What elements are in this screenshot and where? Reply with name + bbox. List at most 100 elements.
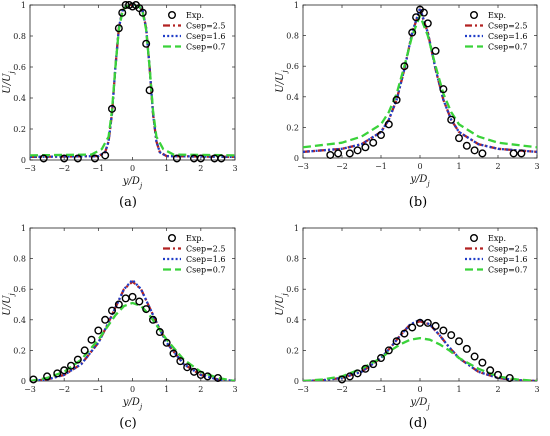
data-point-exp: [183, 363, 192, 372]
x-tick-label: −1: [92, 164, 104, 173]
data-point-exp: [172, 154, 181, 163]
x-tick-label: 3: [232, 164, 237, 173]
data-point-exp: [412, 13, 421, 22]
data-point-exp: [114, 300, 123, 309]
y-tick-label: 0: [21, 156, 26, 165]
x-tick-label: 2: [495, 385, 500, 394]
data-point-exp: [60, 366, 69, 375]
data-point-exp: [107, 104, 116, 113]
x-tick-label: 3: [534, 162, 539, 171]
data-point-exp: [118, 8, 127, 17]
series-line-csep-2-5: [30, 280, 235, 381]
data-point-exp: [400, 62, 409, 71]
data-point-exp: [423, 318, 432, 327]
data-point-exp: [478, 358, 487, 367]
legend-label: Csep=1.6: [186, 255, 226, 264]
series-line-csep-1-6: [303, 318, 537, 381]
x-tick-label: 3: [534, 385, 539, 394]
data-point-exp: [419, 8, 428, 17]
series-line-csep-0-7: [303, 14, 537, 149]
x-tick-label: −2: [58, 385, 70, 394]
y-tick-label: 0.6: [13, 63, 26, 72]
data-point-exp: [439, 326, 448, 335]
y-tick-label: 0: [294, 154, 299, 163]
legend-label: Csep=0.7: [488, 266, 528, 275]
data-point-exp: [135, 297, 144, 306]
data-point-exp: [53, 369, 62, 378]
data-point-exp: [196, 154, 205, 163]
data-point-exp: [408, 28, 417, 37]
x-tick-label: −3: [24, 164, 36, 173]
series-line-csep-2-5: [303, 320, 537, 381]
data-point-exp: [509, 149, 518, 158]
y-tick-label: 0.6: [286, 285, 299, 294]
data-point-exp: [361, 364, 370, 373]
data-point-exp: [66, 361, 75, 370]
x-tick-label: 0: [130, 385, 135, 394]
data-point-exp: [142, 39, 151, 48]
y-tick-label: 0.4: [286, 93, 299, 102]
x-tick-label: 2: [198, 385, 203, 394]
data-point-exp: [505, 373, 514, 382]
panel-label: (c): [119, 416, 136, 431]
data-point-exp: [90, 154, 99, 163]
y-tick-label: 0.4: [13, 94, 26, 103]
y-tick-label: 0.8: [13, 255, 26, 264]
data-point-exp: [148, 315, 157, 324]
legend-label: Exp.: [488, 11, 506, 20]
series-line-csep-0-7: [30, 301, 235, 381]
data-point-exp: [73, 154, 82, 163]
data-point-exp: [345, 372, 354, 381]
x-tick-label: −1: [375, 162, 387, 171]
data-point-exp: [114, 24, 123, 33]
data-point-exp: [338, 375, 347, 384]
data-point-exp: [73, 355, 82, 364]
y-axis-label: U/Uj: [275, 292, 289, 315]
y-tick-label: 0: [21, 377, 26, 386]
chart-panel-c: −3 −2 −1 0 1 2 3 0 0.2 0.4 0.6 0.8 1 y/Dj U/Uj Exp. Csep…: [2, 224, 238, 431]
legend-label: Csep=0.7: [186, 266, 226, 275]
y-tick-label: 0.2: [13, 125, 26, 134]
data-point-exp: [416, 318, 425, 327]
data-point-exp: [455, 134, 464, 143]
data-point-exp: [447, 115, 456, 124]
legend-marker-exp: [470, 10, 479, 19]
x-tick-label: −3: [297, 162, 309, 171]
y-axis-label: U/Uj: [2, 292, 16, 315]
data-point-exp: [189, 367, 198, 376]
data-point-exp: [169, 349, 178, 358]
x-tick-label: 1: [164, 385, 169, 394]
legend-label: Csep=0.7: [186, 43, 226, 52]
legend-label: Exp.: [186, 234, 204, 243]
data-point-exp: [162, 338, 171, 347]
data-point-exp: [138, 8, 147, 17]
data-point-exp: [87, 335, 96, 344]
y-axis-label: U/Uj: [2, 70, 16, 93]
y-tick-label: 1: [294, 224, 299, 233]
data-point-exp: [455, 337, 464, 346]
data-point-exp: [80, 346, 89, 355]
chart-panel-a: −3 −2 −1 0 1 2 3 0 0.2 0.4 0.6 0.8 1 y/Dj U/Uj Exp. Csep…: [2, 1, 238, 210]
y-axis-label: U/Uj: [275, 69, 289, 92]
data-point-exp: [101, 315, 110, 324]
data-point-exp: [447, 331, 456, 340]
data-point-exp: [326, 150, 335, 159]
y-tick-label: 0.2: [286, 346, 299, 355]
y-tick-label: 0.2: [13, 346, 26, 355]
x-tick-label: −3: [24, 385, 36, 394]
x-tick-label: −1: [92, 385, 104, 394]
y-tick-label: 1: [294, 1, 299, 10]
data-point-exp: [431, 321, 440, 330]
x-axis-label: y/Dj: [409, 397, 430, 411]
data-point-exp: [377, 354, 386, 363]
data-point-exp: [486, 366, 495, 375]
data-point-exp: [39, 154, 48, 163]
data-point-exp: [155, 328, 164, 337]
data-point-exp: [517, 149, 526, 158]
y-tick-label: 1: [21, 1, 26, 10]
y-tick-label: 0.6: [286, 62, 299, 71]
y-tick-label: 0: [294, 377, 299, 386]
